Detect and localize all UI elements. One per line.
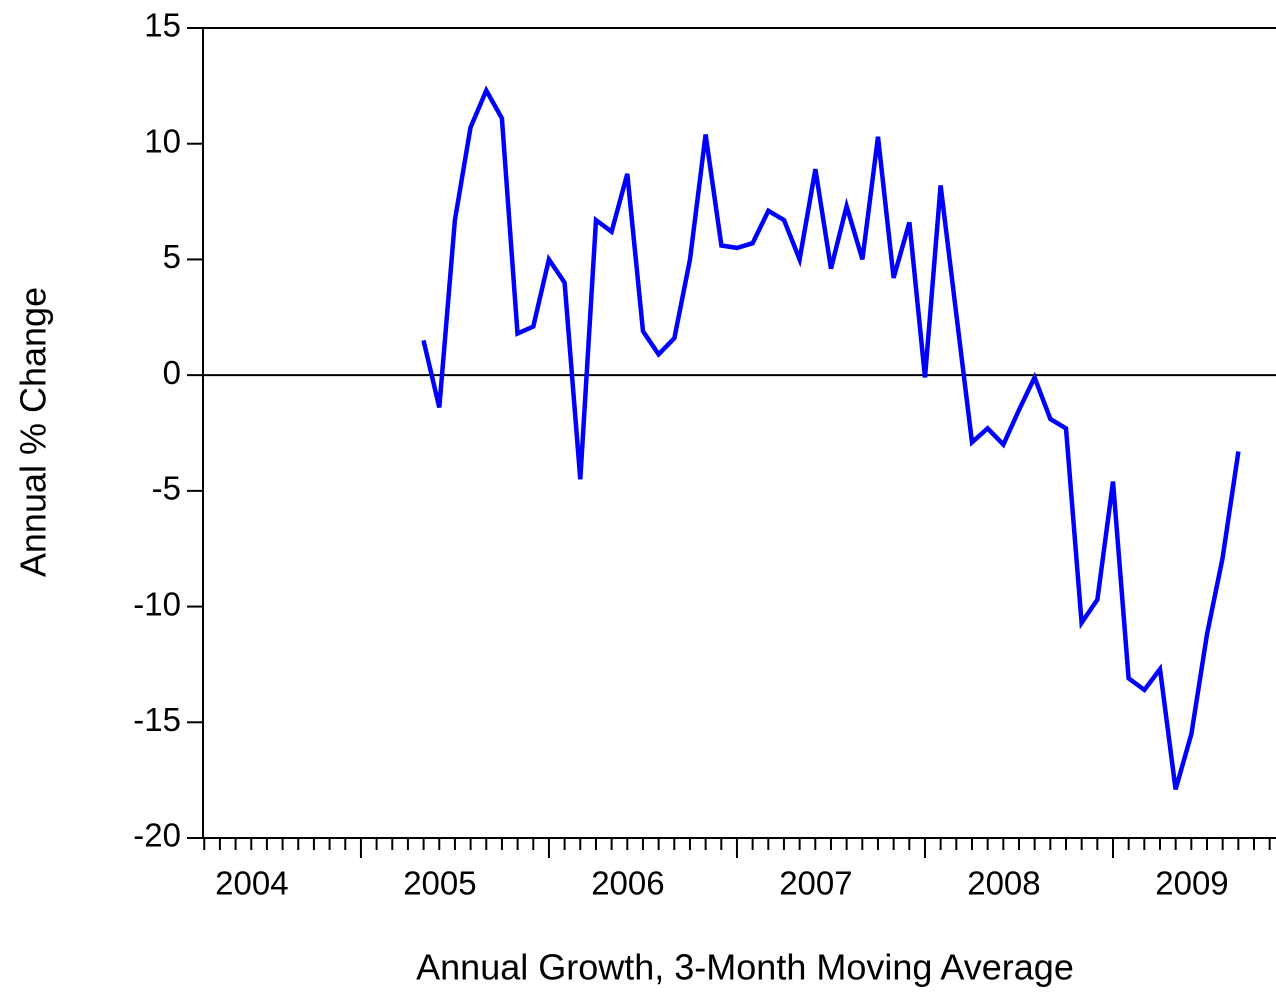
x-axis-title: Annual Growth, 3-Month Moving Average bbox=[416, 947, 1074, 988]
x-tick-label: 2009 bbox=[1155, 865, 1228, 902]
x-tick-label: 2004 bbox=[215, 865, 288, 902]
x-tick-label: 2005 bbox=[403, 865, 476, 902]
x-tick-label: 2007 bbox=[779, 865, 852, 902]
x-tick-label: 2006 bbox=[591, 865, 664, 902]
y-tick-label: -10 bbox=[133, 585, 181, 622]
y-tick-label: -5 bbox=[152, 470, 181, 507]
y-tick-label: 5 bbox=[163, 238, 181, 275]
y-axis-title: Annual % Change bbox=[13, 287, 54, 577]
y-tick-label: 15 bbox=[144, 7, 181, 44]
y-tick-label: -20 bbox=[133, 817, 181, 854]
y-tick-label: 0 bbox=[163, 354, 181, 391]
y-tick-label: 10 bbox=[144, 122, 181, 159]
data-line bbox=[421, 85, 1241, 791]
x-tick-label: 2008 bbox=[967, 865, 1040, 902]
y-tick-label: -15 bbox=[133, 701, 181, 738]
